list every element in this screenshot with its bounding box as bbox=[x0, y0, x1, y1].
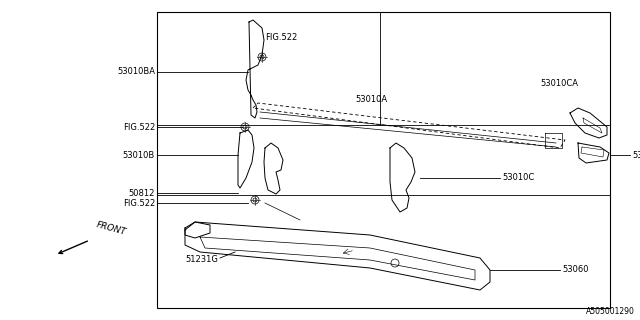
Text: 50812: 50812 bbox=[129, 188, 155, 197]
Text: FRONT: FRONT bbox=[95, 220, 127, 237]
Bar bbox=[157, 12, 610, 308]
Text: 53010BA: 53010BA bbox=[117, 68, 155, 76]
Text: 53010: 53010 bbox=[632, 150, 640, 159]
Text: FIG.522: FIG.522 bbox=[265, 34, 297, 43]
Text: A505001290: A505001290 bbox=[586, 307, 635, 316]
Text: 53010A: 53010A bbox=[355, 95, 387, 105]
Text: 53060: 53060 bbox=[562, 266, 589, 275]
Text: FIG.522: FIG.522 bbox=[123, 198, 155, 207]
Text: 53010B: 53010B bbox=[123, 150, 155, 159]
Text: 51231G: 51231G bbox=[185, 255, 218, 265]
Text: 53010C: 53010C bbox=[502, 173, 534, 182]
Text: 53010CA: 53010CA bbox=[540, 78, 578, 87]
Text: FIG.522: FIG.522 bbox=[123, 123, 155, 132]
